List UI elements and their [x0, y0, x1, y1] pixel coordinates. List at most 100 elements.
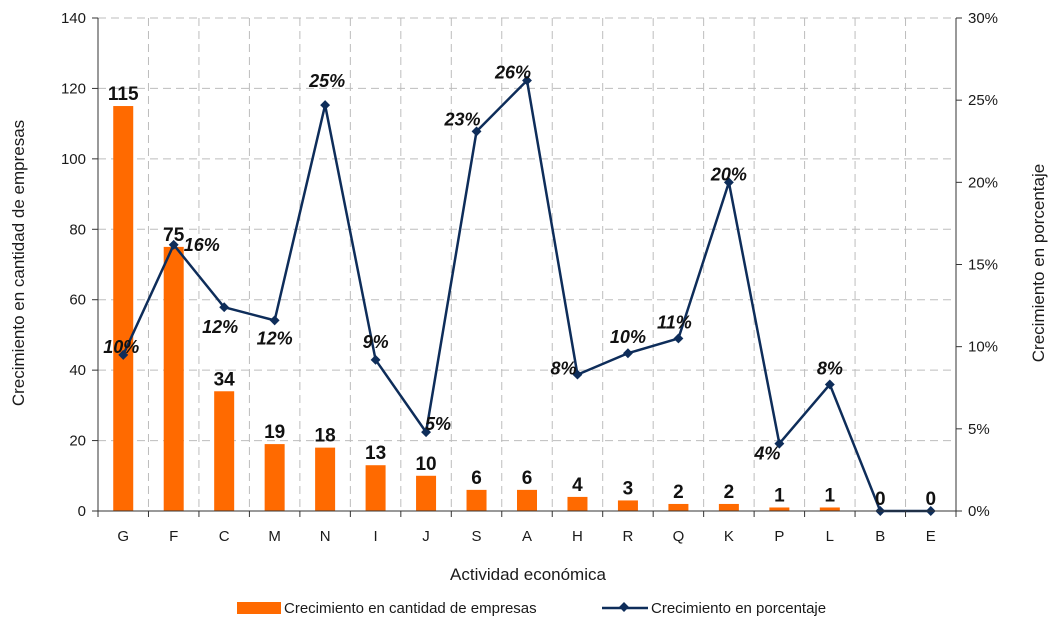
x-tick-label: S — [472, 528, 482, 545]
x-tick-label: Q — [673, 528, 685, 545]
line-marker — [673, 333, 684, 344]
bar-data-label: 4 — [572, 475, 583, 496]
pct-data-label: 25% — [308, 71, 345, 91]
pct-data-label: 12% — [202, 317, 238, 337]
x-axis-title: Actividad económica — [450, 565, 606, 584]
x-tick-label: H — [572, 528, 583, 545]
bar-series — [113, 106, 840, 512]
y2-tick-label: 15% — [968, 257, 998, 274]
line-marker — [320, 100, 331, 111]
x-tick-label: P — [774, 528, 784, 545]
y2-tick-label: 25% — [968, 92, 998, 109]
bar — [264, 444, 285, 511]
line-marker — [471, 126, 482, 137]
pct-data-label: 26% — [494, 62, 531, 82]
line-marker — [168, 239, 179, 250]
y-tick-label: 20 — [69, 433, 86, 450]
bar-data-label: 1 — [825, 485, 836, 506]
pct-data-label: 23% — [444, 109, 481, 129]
line-marker — [269, 315, 280, 326]
bar-data-label: 1 — [774, 485, 785, 506]
legend: Crecimiento en cantidad de empresas Crec… — [237, 600, 826, 617]
line-marker — [522, 75, 532, 86]
bar — [819, 507, 840, 511]
bar-data-label: 3 — [623, 478, 634, 499]
y2-tick-label: 10% — [968, 339, 998, 356]
x-tick-label: B — [875, 528, 885, 545]
x-tick-label: I — [374, 528, 378, 545]
x-tick-label: F — [169, 528, 178, 545]
bar — [617, 500, 638, 511]
line-series — [118, 75, 936, 516]
x-tick-label: J — [422, 528, 430, 545]
bar — [315, 447, 336, 511]
y2-axis-title: Crecimiento en porcentaje — [1029, 164, 1048, 362]
x-tick-label: R — [623, 528, 634, 545]
y2-tick-label: 30% — [968, 10, 998, 27]
bar-data-label: 10 — [415, 454, 436, 475]
bar-data-label: 19 — [264, 422, 285, 443]
y2-tick-label: 20% — [968, 174, 998, 191]
pct-data-label: 8% — [550, 359, 576, 379]
y-tick-label: 40 — [69, 362, 86, 379]
y-tick-label: 80 — [69, 221, 86, 238]
line-marker — [622, 348, 633, 359]
bar — [466, 489, 487, 511]
bar — [113, 106, 134, 512]
bar-data-label: 6 — [471, 468, 482, 489]
bar — [517, 489, 537, 511]
x-tick-label: E — [926, 528, 936, 545]
x-tick-label: K — [724, 528, 734, 545]
bar — [668, 503, 689, 511]
bar-data-label: 6 — [522, 468, 533, 489]
line-path — [122, 79, 931, 513]
y-tick-label: 120 — [61, 80, 86, 97]
bar — [718, 503, 739, 511]
pct-data-label: 5% — [425, 414, 451, 434]
y-tick-label: 0 — [78, 503, 86, 520]
line-marker — [572, 369, 583, 380]
line-marker — [219, 302, 230, 313]
bar-data-label: 18 — [315, 426, 336, 447]
bar-data-label: 2 — [724, 482, 735, 503]
bar — [567, 496, 588, 511]
bar-data-label: 115 — [108, 84, 139, 105]
pct-data-label: 8% — [817, 358, 843, 378]
line-marker — [824, 379, 835, 390]
legend-line-label: Crecimiento en porcentaje — [651, 600, 826, 617]
line-marker — [774, 438, 785, 449]
pct-data-label: 20% — [710, 164, 747, 184]
legend-bar-label: Crecimiento en cantidad de empresas — [284, 600, 537, 617]
line-marker — [421, 427, 432, 438]
pct-data-label: 12% — [257, 328, 293, 348]
bar-data-label: 34 — [214, 369, 236, 390]
bar-data-label: 2 — [673, 482, 684, 503]
x-tick-label: A — [522, 528, 532, 545]
pct-data-label: 10% — [610, 327, 646, 347]
bar-data-label: 0 — [875, 489, 886, 510]
line-marker — [370, 354, 381, 365]
bar-data-label: 0 — [925, 489, 936, 510]
pct-data-label: 16% — [184, 235, 220, 255]
pct-data-label: 4% — [753, 444, 780, 464]
y-tick-label: 100 — [61, 151, 86, 168]
legend-bar-swatch — [237, 602, 281, 614]
x-tick-label: C — [219, 528, 230, 545]
y-tick-label: 60 — [69, 292, 86, 309]
x-tick-label: N — [320, 528, 331, 545]
y2-tick-label: 5% — [968, 421, 990, 438]
grid — [98, 17, 956, 511]
legend-line-marker — [619, 602, 629, 612]
bar-data-label: 13 — [365, 443, 386, 464]
bar — [214, 391, 235, 511]
bar — [163, 246, 184, 511]
y-axis-title: Crecimiento en cantidad de empresas — [9, 120, 28, 406]
bar — [365, 465, 386, 511]
bar-data-label: 75 — [163, 225, 185, 246]
y2-tick-label: 0% — [968, 503, 990, 520]
pct-data-label: 10% — [103, 337, 139, 357]
line-marker — [723, 177, 734, 188]
